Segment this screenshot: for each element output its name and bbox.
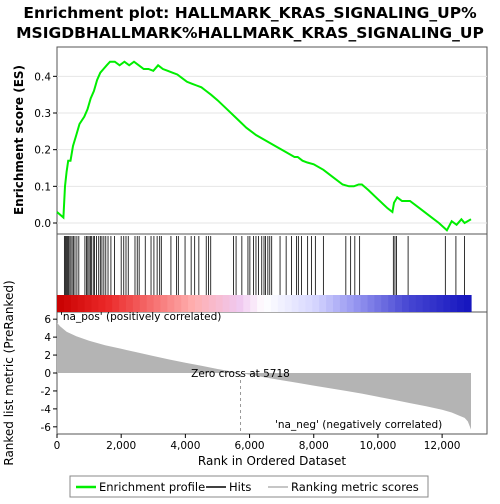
rank-color-segment: [312, 295, 320, 312]
x-tick-label: 12,000: [424, 440, 461, 452]
es-tick-label: 0.0: [34, 218, 51, 230]
rank-color-segment: [57, 295, 65, 312]
legend-profile-label: Enrichment profile: [99, 480, 205, 494]
rank-color-segment: [85, 295, 93, 312]
metric-tick-label: 0: [44, 368, 51, 380]
rank-color-segment: [223, 295, 231, 312]
rank-color-segment: [209, 295, 217, 312]
title-line-2: MSIGDBHALLMARK%HALLMARK_KRAS_SIGNALING_U…: [16, 24, 484, 42]
rank-color-segment: [464, 295, 472, 312]
rank-color-segment: [230, 295, 238, 312]
rank-color-segment: [368, 295, 376, 312]
title-line-1: Enrichment plot: HALLMARK_KRAS_SIGNALING…: [23, 4, 477, 22]
rank-color-segment: [188, 295, 196, 312]
negative-correlation-label: 'na_neg' (negatively correlated): [275, 419, 442, 431]
rank-color-segment: [409, 295, 417, 312]
rank-color-segment: [236, 295, 244, 312]
rank-color-segment: [195, 295, 203, 312]
rank-color-bar: [57, 295, 472, 312]
metric-tick-label: 4: [44, 332, 51, 344]
rank-color-segment: [147, 295, 155, 312]
legend-hits-label: Hits: [229, 480, 251, 494]
rank-color-segment: [285, 295, 293, 312]
zero-cross-label: Zero cross at 5718: [191, 368, 290, 380]
x-tick-label: 0: [54, 440, 61, 452]
rank-color-segment: [402, 295, 410, 312]
rank-color-segment: [250, 295, 258, 312]
es-tick-label: 0.4: [34, 71, 51, 83]
rank-color-segment: [347, 295, 355, 312]
es-axis-label: Enrichment score (ES): [12, 65, 26, 215]
rank-color-segment: [140, 295, 148, 312]
x-axis-label: Rank in Ordered Dataset: [198, 454, 346, 468]
rank-color-segment: [126, 295, 134, 312]
rank-color-segment: [264, 295, 272, 312]
metric-tick-label: -4: [41, 404, 52, 416]
rank-color-segment: [278, 295, 286, 312]
rank-color-segment: [388, 295, 396, 312]
metric-tick-label: 2: [44, 350, 51, 362]
metric-axis-label: Ranked list metric (PreRanked): [2, 280, 16, 465]
rank-color-segment: [105, 295, 113, 312]
rank-color-segment: [271, 295, 279, 312]
rank-color-segment: [450, 295, 458, 312]
rank-color-segment: [292, 295, 300, 312]
es-tick-label: 0.2: [34, 145, 51, 157]
x-tick-label: 8,000: [299, 440, 329, 452]
es-tick-label: 0.3: [34, 108, 51, 120]
rank-color-segment: [216, 295, 224, 312]
rank-color-segment: [374, 295, 382, 312]
rank-color-segment: [437, 295, 445, 312]
rank-color-segment: [305, 295, 313, 312]
rank-color-segment: [98, 295, 106, 312]
rank-color-segment: [319, 295, 327, 312]
rank-color-segment: [299, 295, 307, 312]
rank-color-segment: [361, 295, 369, 312]
rank-color-segment: [257, 295, 265, 312]
rank-color-segment: [112, 295, 120, 312]
rank-color-segment: [395, 295, 403, 312]
rank-color-segment: [161, 295, 169, 312]
rank-color-segment: [333, 295, 341, 312]
rank-color-segment: [457, 295, 465, 312]
positive-correlation-label: 'na_pos' (positively correlated): [60, 311, 221, 323]
rank-color-segment: [423, 295, 431, 312]
rank-color-segment: [243, 295, 251, 312]
rank-color-segment: [167, 295, 175, 312]
rank-color-segment: [92, 295, 100, 312]
rank-color-segment: [416, 295, 424, 312]
metric-tick-label: -6: [41, 422, 52, 434]
rank-color-segment: [354, 295, 362, 312]
rank-color-segment: [71, 295, 79, 312]
rank-color-segment: [119, 295, 127, 312]
metric-tick-label: -2: [41, 386, 51, 398]
x-tick-label: 4,000: [170, 440, 200, 452]
rank-color-segment: [443, 295, 451, 312]
rank-color-segment: [133, 295, 141, 312]
rank-color-segment: [340, 295, 348, 312]
rank-color-segment: [326, 295, 334, 312]
es-tick-label: 0.1: [34, 181, 51, 193]
rank-color-segment: [202, 295, 210, 312]
metric-tick-label: 6: [44, 314, 51, 326]
x-tick-label: 2,000: [106, 440, 136, 452]
rank-color-segment: [78, 295, 86, 312]
rank-color-segment: [174, 295, 182, 312]
legend-metric-label: Ranking metric scores: [291, 480, 419, 494]
rank-color-segment: [430, 295, 438, 312]
legend: Enrichment profile Hits Ranking metric s…: [70, 476, 428, 497]
x-tick-label: 10,000: [360, 440, 397, 452]
rank-color-segment: [64, 295, 72, 312]
rank-color-segment: [181, 295, 189, 312]
x-tick-label: 6,000: [235, 440, 265, 452]
rank-color-segment: [154, 295, 162, 312]
rank-color-segment: [381, 295, 389, 312]
